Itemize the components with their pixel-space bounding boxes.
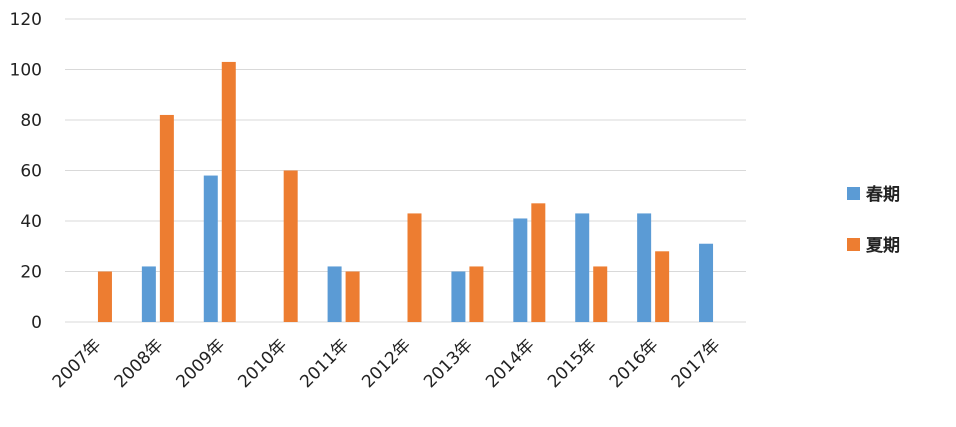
legend-swatch-spring [847,187,860,200]
bar-spring-4 [327,266,342,322]
bar-spring-7 [513,218,528,322]
bar-summer-5 [407,213,422,322]
gridlines [65,18,746,323]
y-tick-label: 20 [20,263,42,283]
bar-summer-0 [97,271,112,322]
x-tick-label: 2017年 [668,335,725,392]
legend-label-summer: 夏期 [866,236,900,256]
y-tick-label: 120 [10,10,42,30]
bar-spring-6 [451,271,466,322]
bar-spring-2 [203,175,218,322]
bar-summer-9 [655,251,670,322]
x-tick-label: 2015年 [544,335,601,392]
x-tick-label: 2012年 [358,335,415,392]
bar-spring-8 [575,213,590,322]
x-axis-ticks: 2007年 2008年 2009年 2010年 2011年 2012年 2013年 2014年… [49,335,725,392]
bar-summer-4 [345,271,360,322]
x-tick-label: 2013年 [420,335,477,392]
bar-summer-3 [283,170,298,322]
y-tick-label: 40 [20,212,42,232]
bar-summer-8 [593,266,608,322]
bar-spring-1 [141,266,156,322]
y-tick-label: 0 [31,313,42,333]
legend-label-spring: 春期 [866,184,900,205]
bar-summer-2 [221,61,236,323]
x-tick-label: 2011年 [296,335,353,392]
y-axis-ticks: 0 20 40 60 80 100 120 [10,10,42,333]
x-tick-label: 2010年 [234,335,291,392]
x-tick-label: 2008年 [111,335,168,392]
x-tick-label: 2014年 [482,335,539,392]
bar-spring-9 [637,213,652,322]
y-tick-label: 80 [20,111,42,131]
x-tick-label: 2016年 [606,335,663,392]
bar-summer-6 [469,266,484,322]
x-tick-label: 2009年 [173,335,230,392]
bar-summer-1 [159,114,174,322]
legend-swatch-summer [847,238,860,251]
x-tick-label: 2007年 [49,335,106,392]
y-tick-label: 100 [10,61,42,81]
y-tick-label: 60 [20,162,42,182]
bar-spring-10 [699,243,714,322]
bars [97,61,714,323]
bar-summer-7 [531,203,546,322]
